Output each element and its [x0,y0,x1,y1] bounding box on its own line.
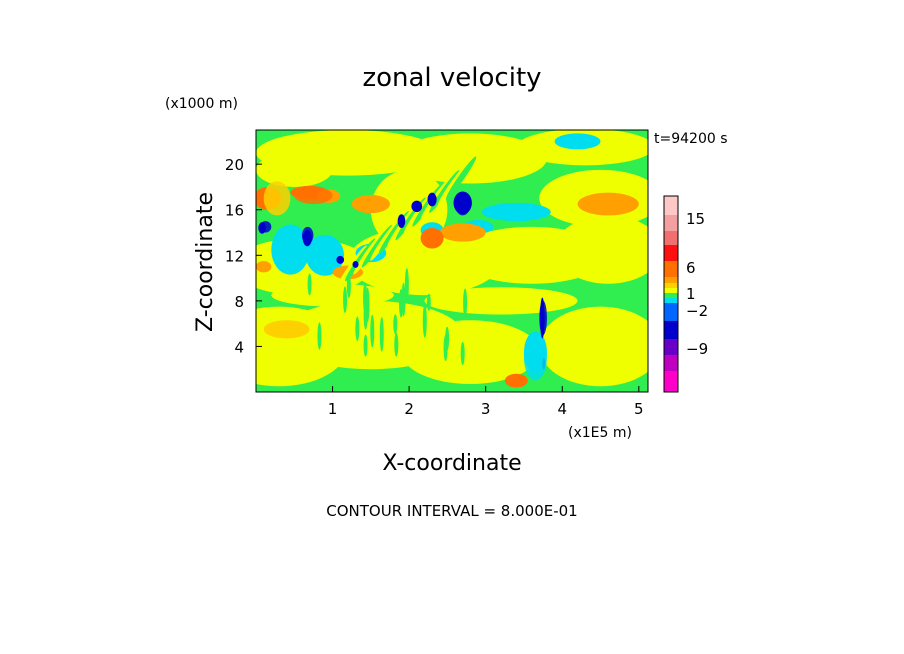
field-streak [370,314,375,348]
colorbar-swatch [664,288,678,293]
y-tick-label: 8 [234,293,244,311]
field-cyan-region [305,234,345,276]
field-cyan-region [554,133,601,150]
colorbar-swatch [664,283,678,288]
y-tick-label: 20 [225,156,244,174]
colorbar-swatch [664,298,678,303]
field-region [301,226,314,244]
x-tick-label: 3 [481,400,491,418]
contour-interval-note: CONTOUR INTERVAL = 8.000E-01 [326,502,577,520]
field-streak [317,322,322,350]
plot-area [256,130,648,392]
field-streak [404,268,409,303]
field-yellow-region [539,306,648,387]
colorbar-swatch [664,371,678,392]
colorbar-swatch [664,293,678,298]
colorbar-swatch [664,339,678,355]
x-tick-label: 1 [328,400,338,418]
plot-frame [255,129,649,393]
field-streak [426,293,431,311]
field-streak [379,316,384,352]
field-streak [463,288,468,318]
field-streak [394,332,399,357]
field-warm-region [351,194,390,214]
colorbar-label: −9 [686,340,708,358]
field-blue-core [352,261,359,268]
colorbar: 15 6 1−2 −9 [663,195,708,393]
field-warm-region [420,227,444,249]
field-streak [422,303,427,338]
y-units-label: (x1000 m) [165,96,238,112]
field-yellow-region [256,152,333,187]
field-region [501,204,540,222]
field-streak [307,273,312,296]
x-axis-label: X-coordinate [382,451,521,476]
field-blue-core [411,200,423,213]
field-region [294,186,333,205]
time-label: t=94200 s [654,131,728,147]
field-cyan-region [271,224,310,275]
field-warm-region [504,373,528,388]
colorbar-swatch [664,245,678,261]
field-region [523,335,547,381]
y-tick-label: 16 [225,202,244,220]
field-yellow-region [401,320,540,385]
colorbar-label: −2 [686,302,708,320]
colorbar-swatch [664,277,678,283]
field-region [455,192,471,216]
field-warm-region [439,223,486,242]
colorbar-swatch [664,355,678,371]
field-region [259,221,272,233]
colorbar-swatch [664,215,678,231]
field-region [263,181,291,216]
field-yellow-region [424,287,578,315]
field-streak [346,272,351,299]
y-tick-label: 4 [234,338,244,356]
field-streak [446,156,477,200]
x-tick-label: 5 [634,400,644,418]
velocity-field [256,130,648,388]
field-streak [393,314,398,335]
field-yellow-region [554,215,648,284]
colorbar-frame [663,195,679,393]
colorbar-label: 1 [686,285,696,303]
field-streak [363,334,368,357]
colorbar-swatch [664,303,678,321]
y-tick-label: 12 [225,247,244,265]
field-streak [343,286,348,313]
field-streak [460,341,465,366]
field-streak [443,334,448,362]
field-blue-core [427,192,437,207]
field-warm-region [577,192,639,216]
field-blue-core [397,214,406,228]
field-warm-region [263,320,310,339]
field-region [539,300,547,336]
field-yellow-region [271,283,394,307]
field-yellow-region [393,133,547,184]
colorbar-swatch [664,196,678,215]
field-warm-region [256,261,272,273]
field-blue-core [336,255,345,264]
colorbar-swatch [664,321,678,339]
field-streak [401,282,406,317]
chart-title: zonal velocity [362,63,541,93]
field-streak [355,316,360,342]
y-axis: 4 8 12 16 20 [225,156,262,356]
colorbar-swatch [664,261,678,277]
x-units-label: (x1E5 m) [568,425,632,441]
x-tick-label: 2 [404,400,414,418]
y-axis-label: Z-coordinate [193,192,218,332]
field-streak [363,301,368,330]
x-tick-label: 4 [557,400,567,418]
colorbar-swatch [664,231,678,245]
x-axis: 1 2 3 4 5 [328,386,644,418]
colorbar-label: 6 [686,259,696,277]
colorbar-label: 15 [686,210,705,228]
